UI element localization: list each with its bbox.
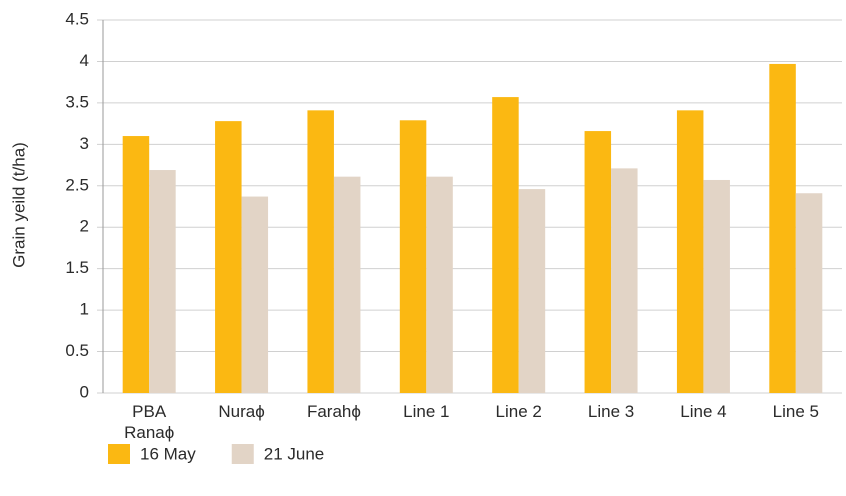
bar [426,176,453,393]
y-tick-label: 2.5 [65,175,89,194]
bar [795,193,823,393]
x-tick-label: Line 2 [496,402,542,421]
legend-label: 16 May [140,444,196,463]
y-tick-label: 1.5 [65,258,89,277]
bar [611,168,638,393]
bar [122,136,150,394]
bar [149,170,176,393]
x-tick-label: PBA Ranaϕ [124,402,174,442]
bar [333,176,361,393]
bar [241,196,269,393]
x-tick-label: Farahϕ [307,402,361,421]
legend-label: 21 June [264,444,325,463]
y-tick-label: 3.5 [65,92,89,111]
bar [769,63,796,393]
x-tick-label: Nuraϕ [218,402,264,421]
y-tick-label: 3 [80,134,89,153]
legend-swatch [108,444,130,464]
bar [215,121,242,393]
legend-swatch [231,444,254,464]
x-tick-label: Line 4 [680,402,726,421]
bar [492,97,519,393]
x-tick-label: Line 3 [588,402,634,421]
bar [703,179,730,393]
y-tick-label: 0 [80,382,89,401]
bar [584,131,612,393]
bar [307,110,334,394]
bar [676,110,704,394]
y-tick-label: 4 [80,51,89,70]
y-tick-label: 0.5 [65,341,89,360]
y-tick-label: 2 [80,217,89,236]
bar [399,120,427,393]
y-axis-label: Grain yeild (t/ha) [9,142,28,268]
x-tick-label: Line 1 [403,402,449,421]
y-tick-label: 1 [80,300,89,319]
y-tick-label: 4.5 [65,9,89,28]
x-tick-label: Line 5 [773,402,819,421]
bar [518,189,546,393]
